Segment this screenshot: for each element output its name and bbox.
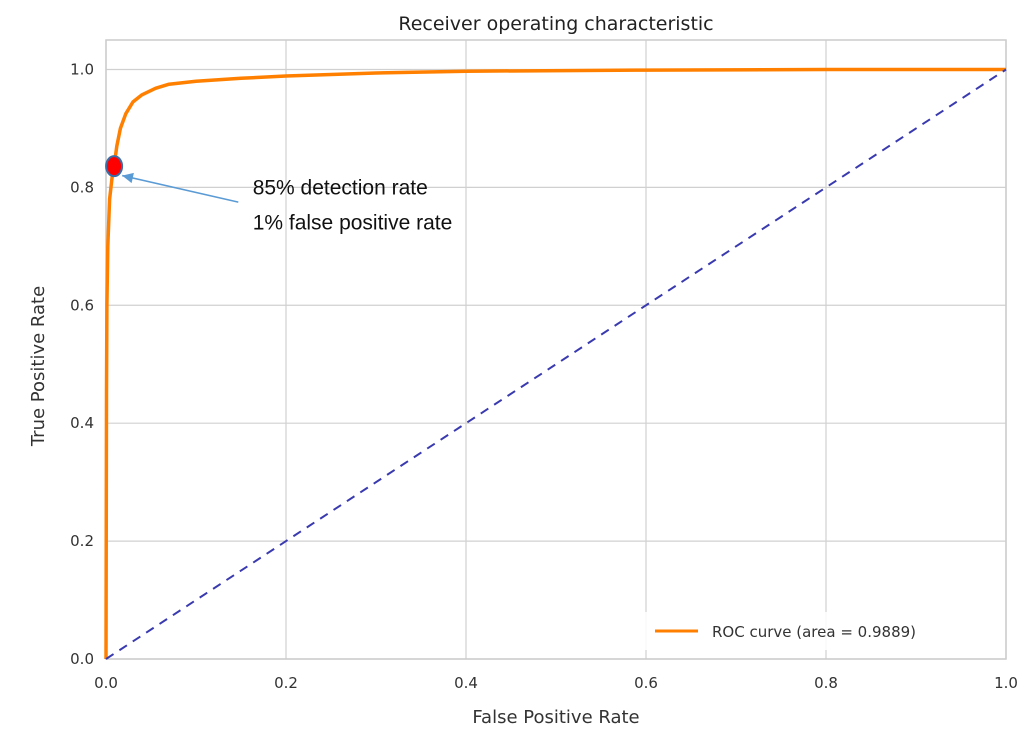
annotation-arrowhead	[122, 172, 134, 184]
legend-box	[640, 612, 996, 650]
highlight-point-marker	[105, 155, 124, 178]
y-tick-label: 0.8	[70, 178, 94, 196]
legend: ROC curve (area = 0.9889)	[640, 612, 996, 650]
x-tick-label: 0.4	[454, 674, 478, 692]
y-tick-label: 1.0	[70, 60, 94, 78]
series-group	[104, 67, 1007, 660]
grid	[105, 40, 1007, 660]
y-tick-label: 0.2	[70, 532, 94, 550]
x-tick-label: 1.0	[994, 674, 1018, 692]
plot-frame	[105, 39, 1007, 660]
x-tick-label: 0.2	[274, 674, 298, 692]
y-axis-label: True Positive Rate	[28, 286, 49, 447]
chance-diagonal-line	[105, 68, 1007, 660]
y-tick-label: 0.6	[70, 296, 94, 314]
ticks: 0.0 0.2 0.4 0.6 0.8 1.0 0.0 0.2 0.4 0.6 0.8 1.0	[70, 60, 1018, 692]
x-tick-label: 0.6	[634, 674, 658, 692]
roc-curve-line	[104, 67, 1006, 660]
x-tick-label: 0.0	[94, 674, 118, 692]
annotation-line-2: 1% false positive rate	[253, 211, 453, 234]
y-tick-label: 0.4	[70, 414, 94, 432]
y-tick-label: 0.0	[70, 650, 94, 668]
x-axis-label: False Positive Rate	[472, 707, 639, 728]
legend-label-roc: ROC curve (area = 0.9889)	[712, 623, 916, 641]
annotation: 85% detection rate 1% false positive rat…	[122, 172, 453, 234]
annotation-arrow-line	[122, 174, 239, 203]
x-tick-label: 0.8	[814, 674, 838, 692]
annotation-line-1: 85% detection rate	[253, 176, 428, 199]
chart-title: Receiver operating characteristic	[398, 13, 713, 35]
